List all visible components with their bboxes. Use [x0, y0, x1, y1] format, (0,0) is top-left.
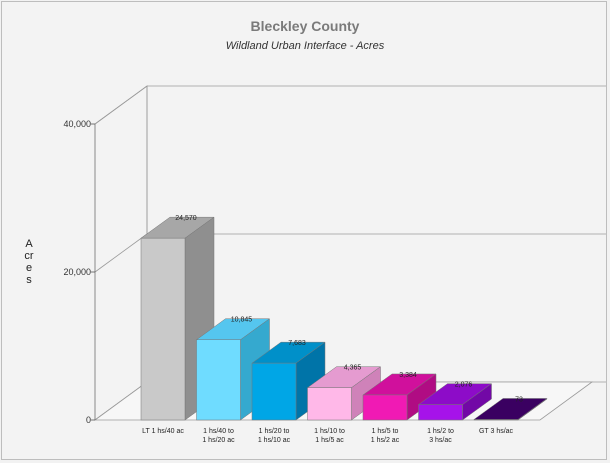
bar-front — [140, 237, 186, 421]
category-label-line: 1 hs/20 to — [259, 428, 290, 435]
category-label-line: LT 1 hs/40 ac — [142, 428, 184, 435]
category-label: 1 hs/40 to 1 hs/20 ac — [202, 428, 235, 444]
chart-title: Bleckley County — [250, 18, 360, 34]
category-label: 1 hs/2 to 3 hs/ac — [427, 428, 454, 444]
category-label-line: 1 hs/2 to — [427, 428, 454, 435]
y-axis-label: Acres — [24, 238, 34, 286]
bar-front — [307, 387, 352, 421]
category-label: LT 1 hs/40 ac — [142, 428, 184, 435]
gridline-depth — [94, 85, 148, 125]
value-label: 7,683 — [288, 340, 306, 347]
y-axis-ticks: 0 20,000 40,000 — [63, 119, 95, 425]
category-label-line: 1 hs/40 to — [203, 428, 234, 435]
bar-front — [473, 419, 519, 421]
category-label-line: 1 hs/5 ac — [315, 437, 344, 444]
bar-front — [196, 339, 241, 421]
value-label: 2,076 — [455, 382, 473, 389]
y-tick-label: 40,000 — [63, 119, 91, 129]
gridline-depth — [94, 233, 148, 273]
category-label: 1 hs/5 to 1 hs/2 ac — [371, 428, 400, 444]
value-label: 3,384 — [399, 372, 417, 379]
value-label: 24,570 — [175, 215, 197, 222]
bar-front — [362, 394, 408, 421]
category-label-line: GT 3 hs/ac — [479, 428, 514, 435]
category-label-line: 1 hs/2 ac — [371, 437, 400, 444]
category-label: 1 hs/20 to 1 hs/10 ac — [258, 428, 291, 444]
value-label: 10,845 — [231, 317, 253, 324]
bar: 73 — [473, 396, 548, 421]
category-label-line: 1 hs/10 ac — [258, 437, 291, 444]
bar-front — [251, 362, 297, 421]
value-label: 73 — [515, 396, 523, 403]
bars: 24,570 10,845 7,683 4,365 3,384 2,076 73 — [140, 215, 548, 421]
category-label: 1 hs/10 to 1 hs/5 ac — [314, 428, 345, 444]
category-label-line: 1 hs/5 to — [372, 428, 399, 435]
category-labels: LT 1 hs/40 ac 1 hs/40 to 1 hs/20 ac 1 hs/20… — [142, 428, 513, 444]
bar: 2,076 — [417, 382, 493, 421]
value-label: 4,365 — [344, 365, 362, 372]
y-tick-label: 0 — [86, 415, 91, 425]
bar-front — [418, 404, 463, 421]
category-label-line: 1 hs/10 to — [314, 428, 345, 435]
category-label: GT 3 hs/ac — [479, 428, 514, 435]
y-tick-label: 20,000 — [63, 267, 91, 277]
bar: 3,384 — [362, 372, 437, 421]
category-label-line: 3 hs/ac — [429, 437, 452, 444]
category-label-line: 1 hs/20 ac — [202, 437, 235, 444]
chart-subtitle: Wildland Urban Interface - Acres — [225, 40, 385, 52]
